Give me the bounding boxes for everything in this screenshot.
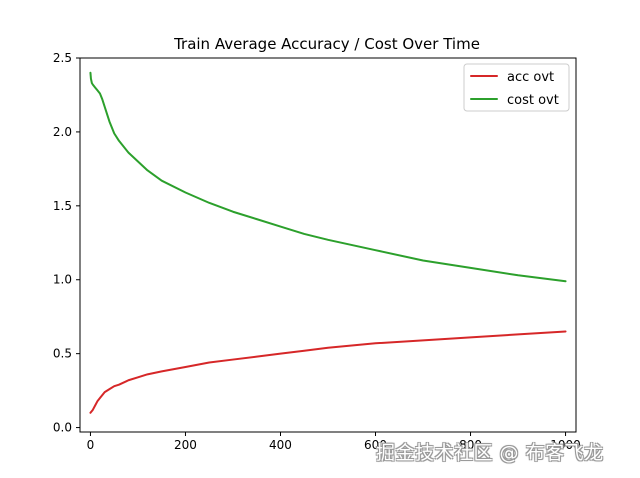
x-tick-label: 0 — [87, 438, 95, 452]
y-tick-label: 1.5 — [53, 199, 72, 213]
watermark-text: 掘金技术社区 @ 布客飞龙 — [376, 442, 604, 464]
x-tick-label: 200 — [174, 438, 197, 452]
y-axis: 0.0 0.5 1.0 1.5 2.0 2.5 — [53, 51, 80, 435]
plot-area — [79, 57, 577, 433]
legend-label-acc-ovt: acc ovt — [507, 70, 554, 85]
chart-title: Train Average Accuracy / Cost Over Time — [173, 35, 480, 53]
x-tick-label: 1000 — [550, 438, 581, 452]
y-tick-label: 1.0 — [53, 273, 72, 287]
y-tick-label: 2.5 — [53, 51, 72, 65]
y-tick-label: 0.0 — [53, 421, 72, 435]
series-line-acc-ovt — [89, 330, 567, 414]
y-tick-label: 0.5 — [53, 347, 72, 361]
y-tick-label: 2.0 — [53, 125, 72, 139]
legend-label-cost-ovt: cost ovt — [507, 93, 559, 108]
x-axis: 0 200 400 600 800 1000 — [87, 432, 581, 452]
series-line-cost-ovt — [89, 71, 567, 283]
legend: acc ovt cost ovt — [463, 63, 570, 112]
x-tick-label: 800 — [459, 438, 482, 452]
series-layer — [89, 71, 567, 414]
axes-frame — [79, 57, 577, 433]
x-tick-label: 600 — [364, 438, 387, 452]
x-tick-label: 400 — [269, 438, 292, 452]
